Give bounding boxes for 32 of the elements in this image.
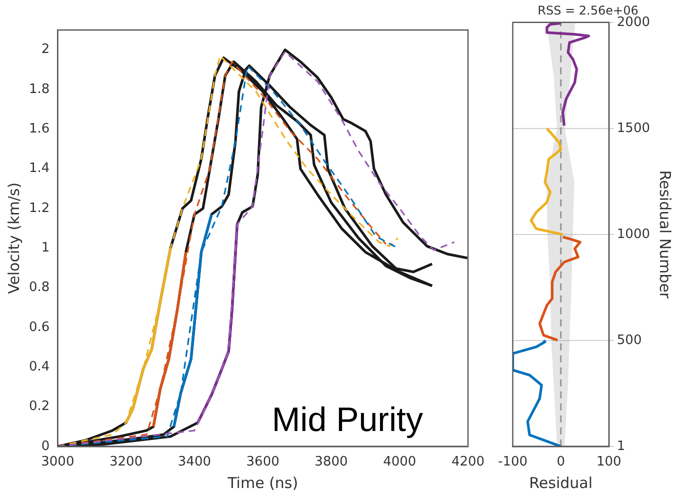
y-tick-label: 1.6 (28, 122, 50, 137)
x-tick-label: 3800 (314, 454, 348, 470)
x-tick-label: 3200 (110, 454, 143, 470)
y-tick-label: 2000 (616, 14, 650, 30)
x-axis-title: Residual (529, 474, 593, 492)
annotation: Mid Purity (272, 400, 423, 439)
y-tick-label: 1 (41, 240, 50, 256)
y-tick-label: 1500 (616, 120, 650, 136)
x-tick-label: 4200 (451, 454, 485, 470)
y-tick-label: 2 (41, 42, 50, 58)
x-tick-label: -100 (498, 454, 528, 470)
y-tick-label: 1.2 (28, 200, 50, 216)
x-axis-title: Time (ns) (226, 474, 298, 492)
x-tick-label: 3000 (41, 454, 74, 470)
y-tick-label: 0.6 (28, 320, 50, 335)
x-tick-label: 0 (556, 454, 565, 470)
y-tick-label: 1.8 (28, 82, 50, 97)
y-tick-label: 1.4 (28, 161, 50, 176)
x-tick-label: 4000 (383, 454, 416, 470)
chart-title: RSS = 2.56e+06 (538, 3, 638, 18)
y-tick-label: 0 (41, 438, 50, 454)
x-tick-label: 100 (596, 454, 622, 470)
y-axis-title: Velocity (km/s) (4, 182, 23, 294)
y-tick-label: 1000 (616, 226, 650, 242)
y-axis-title: Residual Number (656, 170, 674, 300)
y-tick-label: 500 (616, 332, 642, 348)
y-tick-label: 0.4 (28, 359, 50, 374)
y-tick-label: 0.8 (28, 280, 50, 296)
y-tick-label: 0.2 (28, 399, 50, 414)
x-tick-label: 3600 (246, 454, 280, 470)
y-tick-label: 1 (616, 438, 626, 454)
x-tick-label: 3400 (178, 454, 211, 470)
